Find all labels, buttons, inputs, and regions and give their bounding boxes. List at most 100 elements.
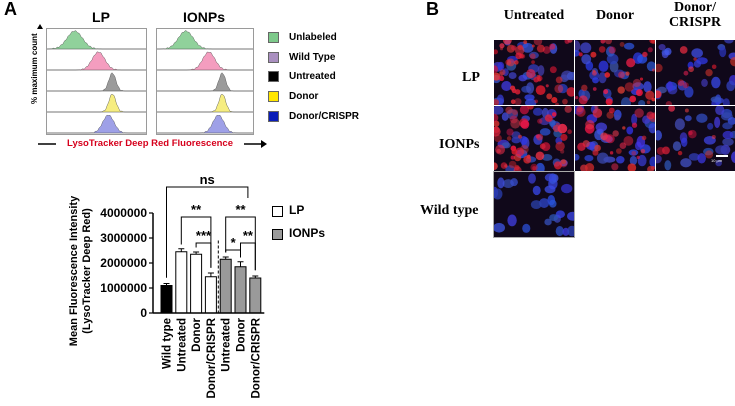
nucleus: [697, 153, 706, 164]
lysosome-signal: [537, 118, 543, 124]
lysosome-signal: [529, 53, 536, 60]
lysosome-signal: [546, 93, 553, 100]
lysosome-signal: [544, 114, 553, 122]
histogram-trace: [157, 30, 253, 50]
lysosome-signal: [494, 72, 501, 81]
lysosome-signal: [646, 111, 655, 120]
nucleus: [494, 222, 506, 233]
row-header-ionps: IONPs: [439, 137, 480, 152]
nucleus: [623, 42, 635, 50]
nucleus: [584, 154, 594, 162]
histogram-trace: [47, 51, 146, 71]
nucleus: [522, 42, 534, 53]
nucleus: [549, 199, 557, 208]
y-tick-label: 4000000: [100, 206, 147, 220]
lysosome-signal: [631, 122, 638, 128]
lysosome-signal: [604, 72, 611, 78]
lysosome-signal: [505, 106, 513, 114]
lysosome-signal: [555, 76, 563, 84]
lysosome-signal: [688, 66, 694, 73]
nucleus: [710, 96, 721, 103]
x-tick-label: Donor/CRISPR: [250, 317, 262, 398]
x-tick-label: Donor: [191, 317, 203, 351]
nucleus: [532, 185, 541, 196]
lysosome-signal: [510, 118, 521, 129]
nucleus: [674, 118, 685, 131]
lysosome-signal: [519, 106, 530, 115]
nucleus: [715, 106, 725, 116]
lysosome-signal: [656, 63, 663, 73]
lysosome-signal: [513, 166, 522, 171]
lysosome-signal: [634, 108, 644, 118]
microscopy-cells: [494, 173, 574, 237]
lysosome-signal: [578, 52, 583, 57]
lysosome-signal: [656, 90, 662, 99]
microscopy-image: [656, 106, 735, 171]
lysosome-signal: [535, 134, 540, 139]
lysosome-signal: [625, 71, 630, 76]
nucleus: [638, 99, 646, 105]
nucleus: [664, 160, 672, 171]
lysosome-signal: [515, 52, 523, 60]
histogram-x-label: LysoTracker Deep Red Fluorescence: [67, 138, 233, 149]
lysosome-signal: [606, 111, 614, 119]
nucleus: [567, 225, 574, 237]
nucleus: [626, 126, 634, 135]
lysosome-signal: [535, 151, 545, 161]
x-tick-label: Untreated: [221, 318, 233, 372]
nucleus: [715, 159, 722, 167]
histogram-x-axis: [38, 140, 267, 148]
lysosome-signal: [640, 148, 646, 154]
lysosome-signal: [562, 98, 568, 105]
microscopy-cells: [494, 106, 572, 171]
lysosome-signal: [608, 46, 616, 54]
sig-ionp-3-label: **: [243, 228, 254, 243]
lysosome-signal: [502, 40, 512, 45]
nucleus: [715, 145, 728, 155]
scale-bar: [716, 155, 728, 157]
lysosome-signal: [677, 79, 685, 86]
nucleus: [722, 122, 733, 130]
lysosome-signal: [631, 150, 637, 156]
lysosome-signal: [584, 163, 595, 171]
nucleus: [684, 86, 694, 98]
microscopy-cells: [656, 106, 735, 171]
nucleus: [539, 198, 550, 208]
lysosome-signal: [665, 101, 673, 105]
legend-swatch-wild-type: [268, 52, 279, 63]
lysosome-signal: [693, 57, 697, 61]
lysosome-signal: [551, 97, 558, 104]
nucleus: [592, 77, 599, 84]
lysosome-signal: [510, 45, 517, 51]
nucleus: [494, 106, 504, 115]
lysosome-signal: [618, 71, 625, 79]
lysosome-signal: [639, 77, 644, 81]
column-header-donor-crispr: Donor/ CRISPR: [655, 0, 735, 30]
histogram-y-label: % maximum count: [30, 33, 39, 104]
legend-swatch-donor-crispr: [268, 111, 279, 122]
nucleus: [666, 81, 673, 92]
lysosome-signal: [549, 43, 556, 50]
nucleus: [524, 94, 535, 101]
lysosome-signal: [498, 71, 504, 77]
lysosome-signal: [555, 102, 559, 105]
microscopy-image: [656, 40, 735, 105]
lysosome-signal: [688, 129, 697, 139]
histogram-trace: [157, 94, 253, 113]
column-header-donor: Donor: [595, 8, 635, 23]
nucleus: [544, 173, 556, 182]
histogram-trace: [47, 72, 146, 92]
nucleus: [658, 43, 666, 51]
lysosome-signal: [535, 85, 546, 96]
histogram-lp-plot: [47, 30, 146, 134]
y-tick-label: 1000000: [100, 281, 147, 295]
legend-swatch-untreated: [268, 71, 279, 82]
lysosome-signal: [635, 89, 643, 97]
nucleus: [649, 156, 655, 168]
lysosome-signal: [533, 40, 543, 46]
lysosome-signal: [668, 106, 676, 112]
nucleus: [549, 214, 559, 222]
lysosome-signal: [566, 87, 574, 97]
bar: [160, 285, 173, 314]
histogram-title-lp: LP: [92, 9, 110, 25]
